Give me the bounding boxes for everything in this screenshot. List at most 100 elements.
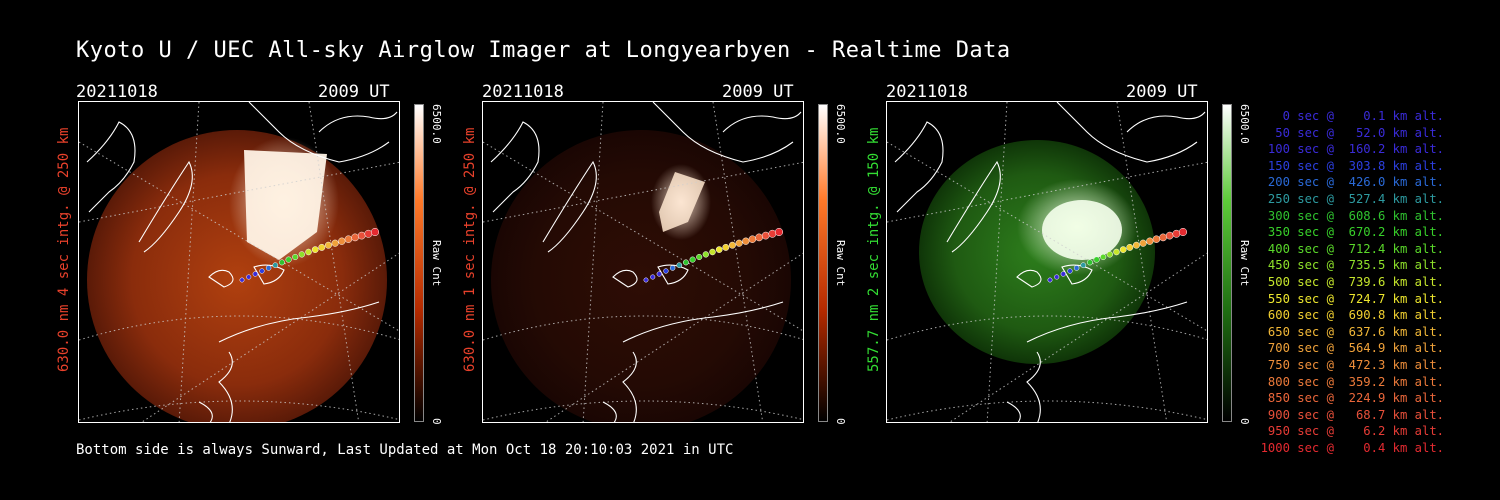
track-point — [344, 235, 353, 243]
panel-2-date: 20211018 — [482, 82, 564, 102]
track-point — [1106, 251, 1113, 258]
track-point — [748, 235, 757, 243]
track-point — [643, 277, 649, 283]
legend-row: 700 sec @ 564.9 km alt. — [1260, 341, 1444, 356]
track-point — [318, 243, 326, 251]
track-point — [305, 248, 312, 256]
track-point — [259, 268, 265, 274]
panel-3-date: 20211018 — [886, 82, 968, 102]
track-point — [351, 233, 359, 242]
legend-row: 100 sec @ 160.2 km alt. — [1260, 142, 1444, 157]
track-point — [755, 233, 763, 242]
trajectory-legend: 0 sec @ 0.1 km alt. 50 sec @ 52.0 km alt… — [1224, 108, 1444, 456]
legend-row: 350 sec @ 670.2 km alt. — [1260, 225, 1444, 240]
legend-row: 950 sec @ 6.2 km alt. — [1260, 424, 1444, 439]
panel-2-image — [482, 101, 804, 423]
panel-1-colorbar — [414, 104, 424, 422]
panel-1-time: 2009 UT — [318, 82, 390, 102]
track-point — [1100, 253, 1107, 261]
legend-row: 900 sec @ 68.7 km alt. — [1260, 407, 1444, 422]
track-point — [265, 265, 272, 271]
legend-row: 650 sec @ 637.6 km alt. — [1260, 324, 1444, 339]
panel-3-colorbar — [1222, 104, 1232, 422]
track-point — [311, 246, 319, 253]
track-point — [761, 231, 770, 240]
panel-2-colorbar — [818, 104, 828, 422]
footer-note: Bottom side is always Sunward, Last Upda… — [76, 442, 734, 458]
panel-2-ylabel: 630.0 nm 1 sec intg. @ 250 km — [462, 127, 478, 372]
track-point — [252, 271, 258, 277]
panel-2-cbar-max: 6500.0 — [834, 104, 847, 144]
track-point — [364, 229, 373, 238]
legend-row: 500 sec @ 739.6 km alt. — [1260, 274, 1444, 289]
panel-1-ylabel: 630.0 nm 4 sec intg. @ 250 km — [56, 127, 72, 372]
track-point — [246, 274, 252, 280]
panel-2-cbar-min: 0 — [834, 418, 847, 425]
track-point — [357, 231, 366, 240]
page-title: Kyoto U / UEC All-sky Airglow Imager at … — [76, 38, 1011, 63]
legend-row: 450 sec @ 735.5 km alt. — [1260, 258, 1444, 273]
track-point — [728, 241, 736, 249]
track-point — [742, 237, 750, 245]
panel-2-time: 2009 UT — [722, 82, 794, 102]
panel-3-map — [887, 102, 1207, 422]
panel-1-cbar-max: 6500.0 — [430, 104, 443, 144]
track-point — [338, 237, 346, 245]
track-point — [702, 251, 709, 258]
track-point — [1146, 237, 1154, 245]
panel-3-image — [886, 101, 1208, 423]
track-point — [272, 262, 279, 269]
legend-row: 1000 sec @ 0.4 km alt. — [1260, 440, 1444, 455]
track-point — [1172, 229, 1181, 238]
track-point — [735, 239, 743, 247]
track-point — [682, 259, 689, 266]
track-point — [1093, 256, 1100, 263]
track-point — [1159, 233, 1167, 242]
track-point — [278, 259, 285, 266]
panel-1-date: 20211018 — [76, 82, 158, 102]
track-point — [1080, 262, 1087, 269]
panel-3-ylabel: 557.7 nm 2 sec intg. @ 150 km — [866, 127, 882, 372]
track-point — [285, 256, 292, 263]
track-point — [331, 239, 339, 247]
track-point — [1060, 271, 1066, 277]
track-point — [1165, 231, 1174, 240]
track-point — [1178, 227, 1188, 237]
track-point — [1126, 243, 1134, 251]
track-point — [696, 253, 703, 261]
legend-row: 850 sec @ 224.9 km alt. — [1260, 391, 1444, 406]
track-point — [722, 243, 730, 251]
track-point — [669, 265, 676, 271]
track-point — [689, 256, 696, 263]
track-point — [1054, 274, 1060, 280]
track-point — [292, 253, 299, 261]
legend-row: 600 sec @ 690.8 km alt. — [1260, 308, 1444, 323]
legend-row: 0 sec @ 0.1 km alt. — [1260, 109, 1444, 123]
track-point — [298, 251, 305, 258]
panel-3-time: 2009 UT — [1126, 82, 1198, 102]
track-point — [1139, 239, 1147, 247]
track-point — [1132, 241, 1140, 249]
track-point — [239, 277, 245, 283]
track-point — [656, 271, 662, 277]
track-point — [650, 274, 656, 280]
track-point — [1152, 235, 1161, 243]
panel-1-map — [79, 102, 399, 422]
panel-1-image — [78, 101, 400, 423]
track-point — [324, 241, 332, 249]
legend-row: 300 sec @ 608.6 km alt. — [1260, 208, 1444, 223]
track-point — [709, 248, 716, 256]
track-point — [1047, 277, 1053, 283]
track-point — [1119, 246, 1127, 253]
legend-row: 550 sec @ 724.7 km alt. — [1260, 291, 1444, 306]
track-point — [768, 229, 777, 238]
track-point — [676, 262, 683, 269]
track-point — [774, 227, 784, 237]
track-point — [663, 268, 669, 274]
legend-row: 250 sec @ 527.4 km alt. — [1260, 191, 1444, 206]
legend-row: 50 sec @ 52.0 km alt. — [1260, 125, 1444, 140]
legend-row: 200 sec @ 426.0 km alt. — [1260, 175, 1444, 190]
track-point — [1113, 248, 1120, 256]
panel-1-cbar-label: Raw Cnt — [430, 240, 443, 287]
track-point — [1073, 265, 1080, 271]
